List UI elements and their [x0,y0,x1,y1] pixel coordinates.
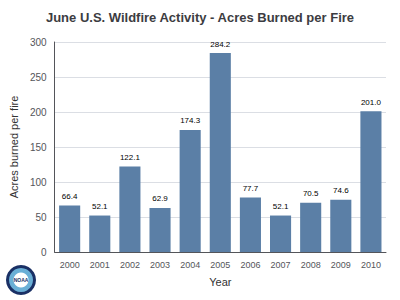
svg-text:66.4: 66.4 [62,192,78,201]
svg-text:June U.S. Wildfire Activity -: June U.S. Wildfire Activity - Acres Burn… [46,10,354,25]
svg-text:2009: 2009 [331,260,351,270]
svg-text:52.1: 52.1 [92,202,108,211]
svg-text:70.5: 70.5 [303,189,319,198]
svg-text:Year: Year [209,276,232,288]
svg-text:250: 250 [30,72,47,83]
svg-text:74.6: 74.6 [333,186,349,195]
svg-text:2004: 2004 [180,260,200,270]
svg-text:2005: 2005 [210,260,230,270]
svg-text:174.3: 174.3 [180,116,201,125]
svg-text:200: 200 [30,107,47,118]
svg-text:2002: 2002 [120,260,140,270]
svg-text:2001: 2001 [90,260,110,270]
svg-text:2003: 2003 [150,260,170,270]
svg-text:201.0: 201.0 [361,98,382,107]
svg-text:Acres burned per fire: Acres burned per fire [8,96,20,199]
svg-text:150: 150 [30,142,47,153]
svg-text:62.9: 62.9 [152,194,168,203]
svg-text:2007: 2007 [271,260,291,270]
svg-text:0: 0 [41,247,47,258]
svg-text:300: 300 [30,37,47,48]
svg-text:52.1: 52.1 [273,202,289,211]
svg-text:100: 100 [30,177,47,188]
svg-text:2008: 2008 [301,260,321,270]
svg-text:284.2: 284.2 [210,40,231,49]
svg-text:2000: 2000 [60,260,80,270]
svg-text:50: 50 [35,212,47,223]
svg-text:2010: 2010 [361,260,381,270]
svg-text:NOAA: NOAA [14,277,29,283]
svg-text:2006: 2006 [240,260,260,270]
svg-text:77.7: 77.7 [243,184,259,193]
svg-text:122.1: 122.1 [120,153,141,162]
